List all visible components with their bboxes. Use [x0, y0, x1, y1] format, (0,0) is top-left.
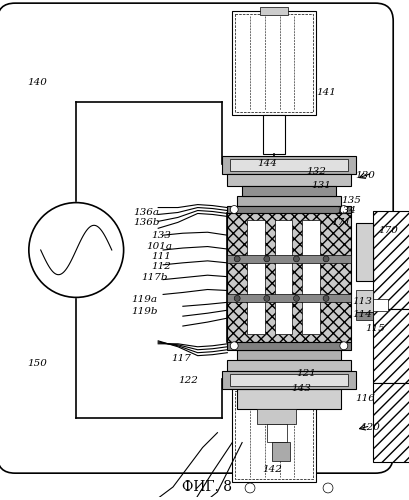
- Bar: [227, 214, 351, 342]
- Bar: [263, 358, 285, 391]
- Text: 117: 117: [171, 354, 191, 363]
- Text: 113: 113: [353, 297, 373, 306]
- Bar: [227, 174, 351, 186]
- Text: 140: 140: [27, 78, 47, 86]
- Text: 121: 121: [297, 369, 316, 378]
- Bar: [373, 210, 409, 309]
- Text: 150: 150: [27, 359, 47, 368]
- Bar: [237, 196, 341, 205]
- Text: 119b: 119b: [132, 306, 158, 316]
- Text: 136a: 136a: [133, 208, 160, 217]
- Bar: [247, 220, 265, 334]
- Bar: [235, 391, 313, 479]
- Bar: [356, 312, 373, 320]
- Text: 171: 171: [331, 218, 351, 227]
- Bar: [373, 309, 409, 384]
- Bar: [227, 214, 351, 342]
- Text: ФИГ. 8: ФИГ. 8: [182, 480, 231, 494]
- Circle shape: [234, 296, 240, 302]
- Bar: [222, 372, 356, 389]
- Bar: [373, 300, 388, 311]
- Bar: [227, 206, 351, 214]
- Text: 135: 135: [341, 196, 361, 205]
- Bar: [230, 374, 348, 386]
- Text: 132: 132: [306, 166, 326, 175]
- Bar: [227, 342, 351, 349]
- Text: 136b: 136b: [133, 218, 160, 227]
- Text: 134: 134: [336, 206, 356, 215]
- Text: 101a: 101a: [146, 242, 172, 250]
- Circle shape: [323, 296, 329, 302]
- Circle shape: [294, 296, 299, 302]
- Bar: [356, 290, 373, 312]
- Bar: [232, 388, 316, 482]
- Bar: [260, 7, 288, 15]
- Circle shape: [230, 342, 238, 349]
- Text: 111: 111: [151, 252, 171, 262]
- Text: 114: 114: [353, 310, 373, 318]
- Bar: [237, 350, 341, 360]
- Text: 112: 112: [151, 262, 171, 272]
- Bar: [222, 156, 356, 174]
- Text: 115: 115: [366, 324, 385, 334]
- Bar: [257, 409, 297, 424]
- Bar: [242, 186, 336, 196]
- Bar: [267, 424, 287, 442]
- Bar: [237, 389, 341, 409]
- Bar: [356, 224, 373, 280]
- Text: 120: 120: [361, 423, 380, 432]
- FancyBboxPatch shape: [0, 3, 393, 473]
- Circle shape: [323, 256, 329, 262]
- Text: 119a: 119a: [132, 295, 157, 304]
- Text: 133: 133: [151, 230, 171, 239]
- Bar: [232, 11, 316, 115]
- Circle shape: [234, 256, 240, 262]
- Text: 143: 143: [292, 384, 311, 392]
- Bar: [230, 159, 348, 171]
- Text: 141: 141: [316, 88, 336, 96]
- Circle shape: [264, 296, 270, 302]
- Bar: [227, 360, 351, 372]
- Text: 144: 144: [257, 158, 277, 168]
- Bar: [263, 114, 285, 154]
- Bar: [235, 14, 313, 112]
- Circle shape: [264, 256, 270, 262]
- Circle shape: [245, 483, 255, 493]
- Text: 122: 122: [178, 376, 198, 385]
- Text: 130: 130: [355, 172, 375, 180]
- Circle shape: [294, 256, 299, 262]
- Bar: [275, 220, 292, 334]
- Bar: [302, 220, 320, 334]
- Circle shape: [340, 342, 348, 349]
- Text: 116: 116: [356, 394, 375, 402]
- Bar: [227, 255, 351, 263]
- Bar: [272, 442, 290, 462]
- Text: 142: 142: [262, 464, 282, 473]
- Circle shape: [340, 206, 348, 214]
- Text: 131: 131: [311, 182, 331, 190]
- Bar: [373, 384, 409, 462]
- Bar: [227, 294, 351, 302]
- Text: 117b: 117b: [142, 273, 168, 282]
- Circle shape: [323, 483, 333, 493]
- Circle shape: [230, 206, 238, 214]
- Text: 170: 170: [378, 226, 398, 235]
